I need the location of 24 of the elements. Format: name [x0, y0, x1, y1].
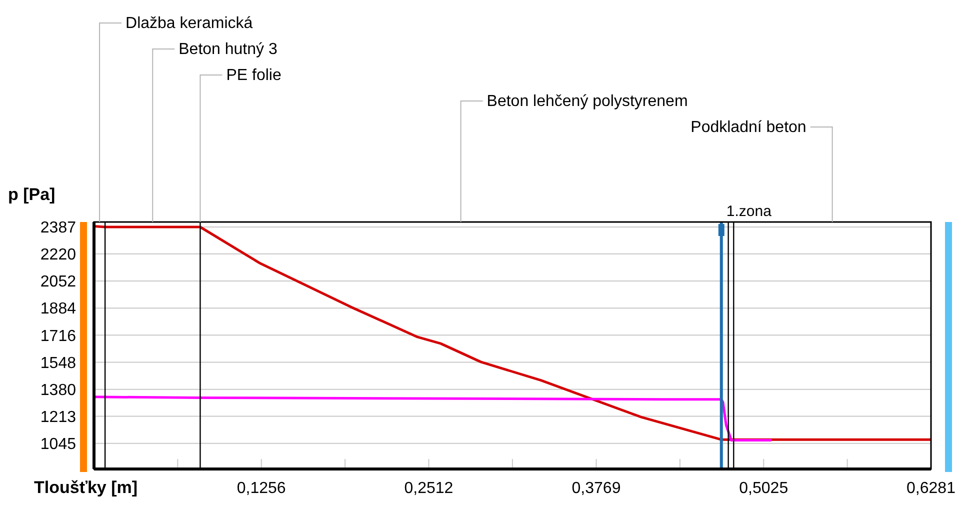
line-series: [92, 224, 932, 441]
ref-line-label: 1.zona: [726, 203, 772, 220]
y-tick-label: 1045: [40, 436, 76, 453]
x-tick-label: 0,6281: [906, 480, 956, 497]
x-tick-label: 0,5025: [739, 480, 788, 497]
text: Podkladní beton: [690, 119, 806, 136]
y-tick-label: 1213: [40, 408, 76, 426]
y-tick-label: 2052: [40, 274, 76, 291]
y-tick-label: 1548: [40, 354, 76, 372]
y-tick-label: 2387: [40, 220, 76, 237]
line-series: [92, 396, 773, 442]
text: Dlažba keramická: [126, 15, 253, 32]
text: Beton lehčený polystyrenem: [486, 93, 688, 110]
text: PE folie: [226, 67, 282, 84]
y-tick-label: 2220: [40, 246, 76, 264]
x-tick-label: 0,3769: [572, 480, 621, 497]
text: Beton hutný 3: [178, 41, 278, 58]
x-tick-label: 0,1256: [236, 480, 286, 497]
x-tick-label: 0,2512: [404, 480, 454, 497]
y-tick-label: 1884: [40, 300, 76, 318]
y-tick-label: 1716: [40, 328, 76, 345]
y-axis-title: p [Pa]: [8, 185, 56, 204]
x-axis-title: Tloušťky [m]: [34, 478, 138, 497]
y-tick-label: 1380: [40, 382, 76, 399]
